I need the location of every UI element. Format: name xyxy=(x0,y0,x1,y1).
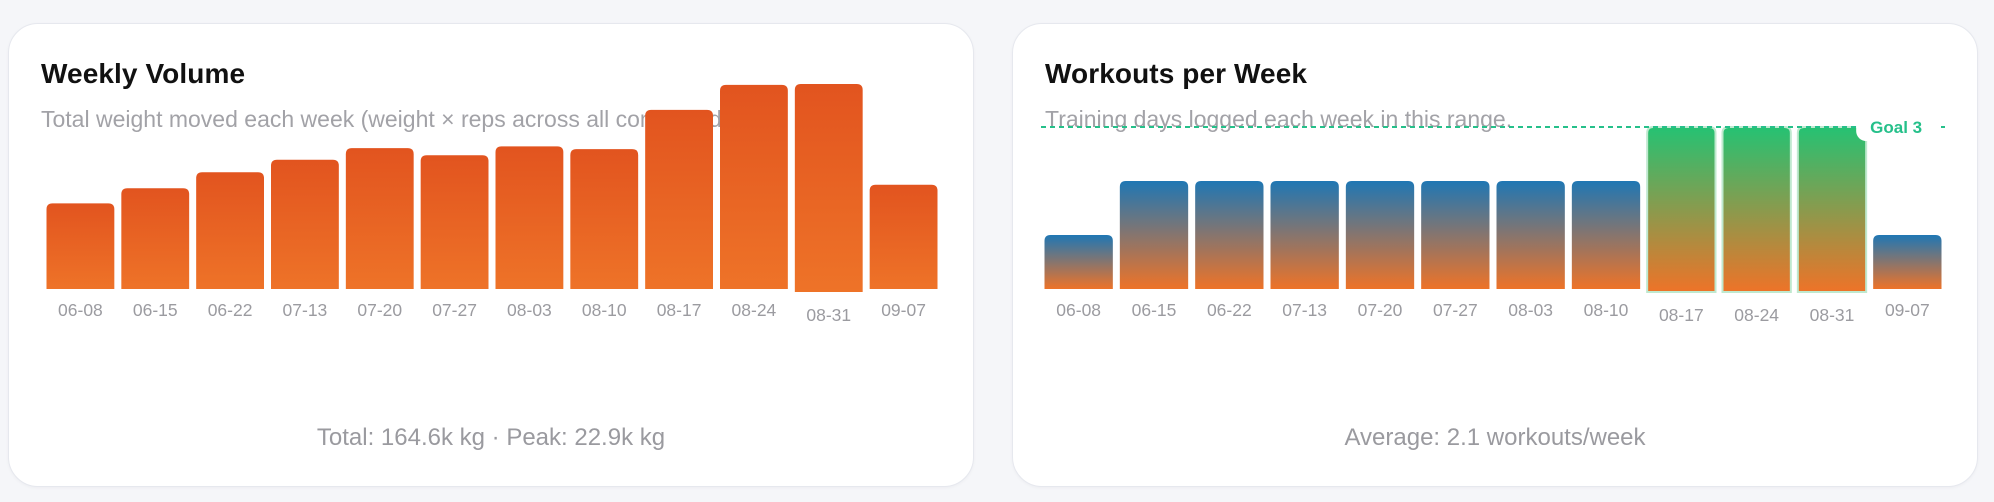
x-tick-label: 08-17 xyxy=(1659,305,1704,325)
workouts-bar xyxy=(1421,181,1490,289)
x-tick-label: 09-07 xyxy=(881,300,926,320)
workouts-per-week-title: Workouts per Week xyxy=(1045,58,1308,89)
weekly-volume-card: Weekly Volume Total weight moved each we… xyxy=(8,23,974,487)
x-tick-label: 07-13 xyxy=(283,300,328,320)
volume-bar xyxy=(345,148,414,289)
volume-bar xyxy=(46,203,115,289)
workouts-bar xyxy=(1571,181,1641,289)
volume-bar xyxy=(196,172,264,289)
volume-bar xyxy=(645,109,713,289)
x-tick-label: 07-20 xyxy=(357,300,402,320)
workouts-per-week-chart: 06-08 06-15 06-22 07-13 07-20 07-27 08-03 08-10… xyxy=(1041,113,1945,325)
x-tick-label: 06-22 xyxy=(1207,300,1252,320)
weekly-volume-summary: Total: 164.6k kg · Peak: 22.9k kg xyxy=(316,424,666,451)
goal-label: Goal 3 xyxy=(1870,118,1922,137)
volume-bar xyxy=(271,159,339,289)
x-tick-label: 08-24 xyxy=(732,300,777,320)
workouts-bar xyxy=(1345,181,1415,289)
volume-bar xyxy=(420,155,489,289)
workouts-bar xyxy=(1044,235,1113,289)
x-tick-label: 06-15 xyxy=(133,300,178,320)
workouts-bar xyxy=(1496,181,1565,289)
x-tick-label: 07-13 xyxy=(1282,300,1327,320)
x-tick-label: 08-10 xyxy=(582,300,627,320)
workouts-bar xyxy=(1873,235,1942,289)
x-tick-label: 06-08 xyxy=(58,300,103,320)
volume-bar xyxy=(869,184,938,289)
x-tick-label: 07-27 xyxy=(1433,300,1478,320)
x-tick-label: 09-07 xyxy=(1885,300,1930,320)
x-tick-label: 06-22 xyxy=(208,300,253,320)
workouts-bar xyxy=(1270,181,1339,289)
volume-bar xyxy=(121,188,190,289)
weekly-volume-title: Weekly Volume xyxy=(41,58,246,89)
goal-met-bar xyxy=(1721,126,1792,293)
x-tick-label: 07-20 xyxy=(1358,300,1403,320)
x-tick-label: 07-27 xyxy=(432,300,477,320)
volume-bar xyxy=(794,84,863,292)
goal-met-bar xyxy=(1796,126,1868,293)
x-tick-label: 06-08 xyxy=(1056,300,1101,320)
workouts-per-week-summary: Average: 2.1 workouts/week xyxy=(1344,424,1646,451)
x-tick-label: 08-24 xyxy=(1734,305,1779,325)
volume-bar xyxy=(570,149,639,289)
x-tick-label: 06-15 xyxy=(1132,300,1177,320)
volume-bar xyxy=(495,146,564,289)
x-tick-label: 08-03 xyxy=(507,300,552,320)
x-tick-label: 08-31 xyxy=(806,305,851,325)
workouts-bar xyxy=(1119,181,1189,289)
x-tick-label: 08-17 xyxy=(657,300,702,320)
weekly-volume-chart: 06-08 06-15 06-22 07-13 07-20 07-27 08-03 08-10… xyxy=(46,84,938,325)
volume-bar xyxy=(720,84,788,290)
goal-met-bar xyxy=(1646,126,1717,293)
x-tick-label: 08-31 xyxy=(1810,305,1855,325)
goal-label-badge xyxy=(1856,113,1939,141)
workouts-bar xyxy=(1195,181,1264,289)
x-tick-label: 08-10 xyxy=(1584,300,1629,320)
workouts-per-week-card: Workouts per Week Training days logged e… xyxy=(1012,23,1978,487)
x-tick-label: 08-03 xyxy=(1508,300,1553,320)
